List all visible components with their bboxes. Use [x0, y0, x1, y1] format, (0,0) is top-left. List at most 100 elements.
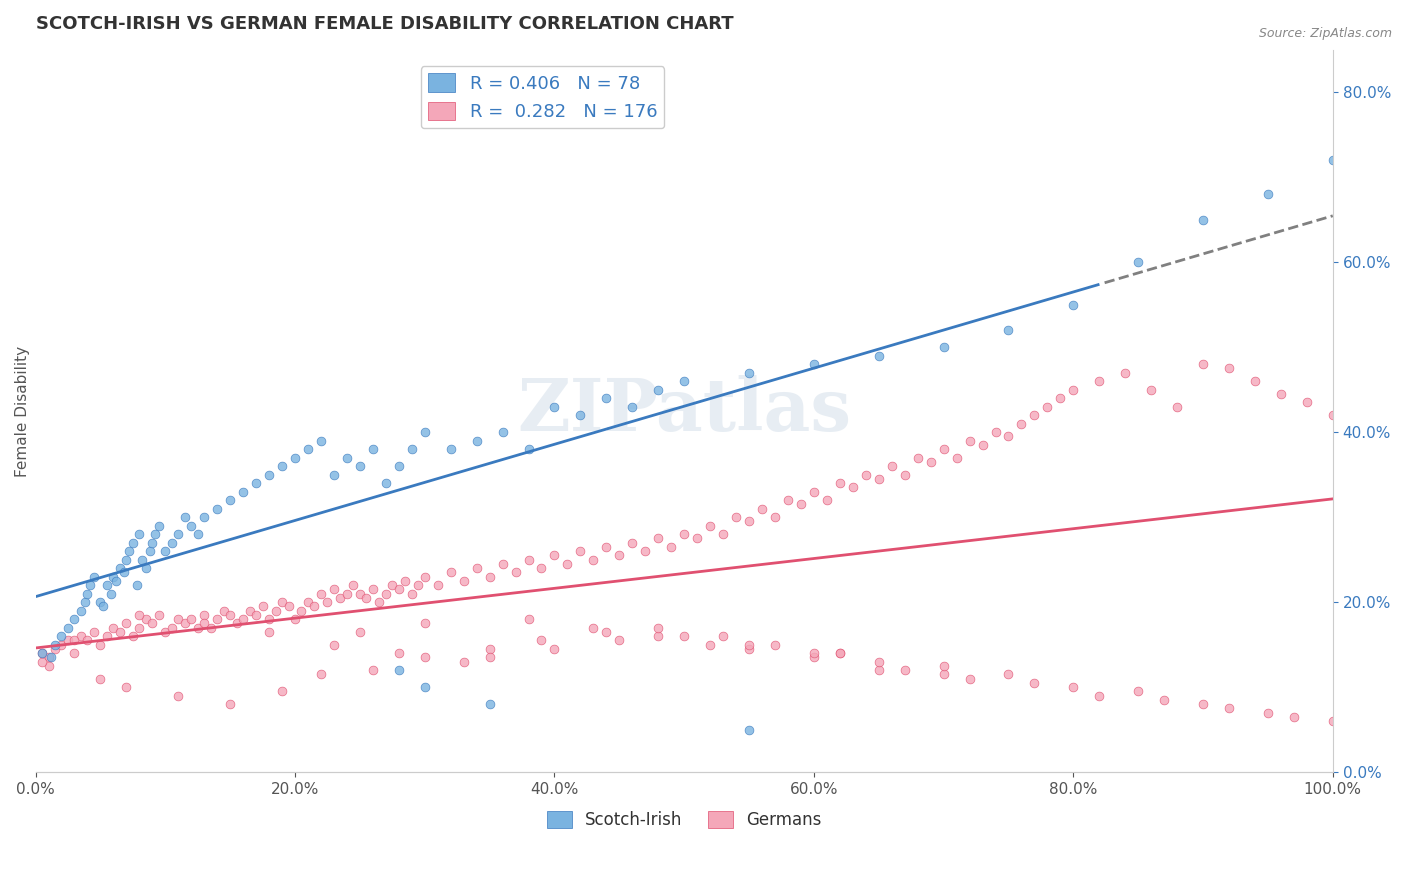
Germans [257, 612, 280, 626]
Germans [1244, 374, 1267, 388]
Germans [1218, 361, 1240, 376]
Germans [517, 552, 540, 566]
Germans [1322, 408, 1344, 422]
Germans [297, 595, 319, 609]
Germans [763, 510, 786, 524]
Scotch-Irish [135, 561, 157, 575]
Germans [31, 646, 53, 660]
Germans [115, 616, 138, 631]
Y-axis label: Female Disability: Female Disability [15, 345, 30, 476]
Germans [219, 697, 242, 711]
Germans [478, 569, 501, 583]
Scotch-Irish [284, 450, 307, 465]
Scotch-Irish [219, 493, 242, 508]
Scotch-Irish [440, 442, 463, 457]
Germans [893, 467, 915, 482]
Germans [699, 518, 721, 533]
Germans [634, 544, 657, 558]
Germans [1270, 387, 1292, 401]
Scotch-Irish [79, 578, 101, 592]
Germans [349, 624, 371, 639]
Germans [738, 638, 761, 652]
Germans [368, 595, 391, 609]
Germans [148, 607, 170, 622]
Scotch-Irish [569, 408, 592, 422]
Germans [725, 510, 748, 524]
Scotch-Irish [89, 595, 111, 609]
Scotch-Irish [76, 586, 98, 600]
Germans [763, 638, 786, 652]
Scotch-Irish [205, 501, 228, 516]
Germans [83, 624, 105, 639]
Germans [205, 612, 228, 626]
Germans [1166, 400, 1188, 414]
Germans [868, 472, 890, 486]
Scotch-Irish [413, 425, 436, 440]
Germans [388, 646, 411, 660]
Legend: Scotch-Irish, Germans: Scotch-Irish, Germans [540, 805, 828, 836]
Germans [790, 497, 813, 511]
Germans [932, 658, 955, 673]
Scotch-Irish [128, 527, 150, 541]
Scotch-Irish [388, 663, 411, 677]
Scotch-Irish [336, 450, 359, 465]
Germans [394, 574, 416, 588]
Scotch-Irish [932, 340, 955, 354]
Germans [401, 586, 423, 600]
Germans [738, 641, 761, 656]
Germans [673, 629, 696, 643]
Scotch-Irish [388, 459, 411, 474]
Germans [607, 549, 630, 563]
Scotch-Irish [187, 527, 209, 541]
Germans [932, 442, 955, 457]
Scotch-Irish [51, 629, 73, 643]
Scotch-Irish [141, 535, 163, 549]
Germans [997, 429, 1019, 443]
Germans [828, 476, 851, 491]
Germans [465, 561, 488, 575]
Scotch-Irish [100, 586, 122, 600]
Germans [1088, 689, 1111, 703]
Germans [453, 574, 475, 588]
Germans [349, 586, 371, 600]
Germans [803, 484, 825, 499]
Scotch-Irish [413, 680, 436, 694]
Germans [647, 629, 669, 643]
Germans [38, 658, 60, 673]
Germans [121, 629, 143, 643]
Scotch-Irish [167, 527, 190, 541]
Germans [842, 480, 865, 494]
Germans [44, 641, 66, 656]
Scotch-Irish [491, 425, 513, 440]
Germans [374, 586, 396, 600]
Germans [711, 527, 734, 541]
Germans [51, 638, 73, 652]
Germans [1036, 400, 1059, 414]
Germans [1192, 357, 1215, 371]
Germans [1088, 374, 1111, 388]
Germans [1257, 706, 1279, 720]
Germans [932, 667, 955, 681]
Germans [290, 604, 312, 618]
Scotch-Irish [868, 349, 890, 363]
Scotch-Irish [543, 400, 565, 414]
Germans [673, 527, 696, 541]
Scotch-Irish [180, 518, 202, 533]
Germans [128, 607, 150, 622]
Germans [173, 616, 195, 631]
Germans [264, 604, 287, 618]
Germans [135, 612, 157, 626]
Scotch-Irish [118, 544, 141, 558]
Germans [868, 655, 890, 669]
Germans [316, 595, 339, 609]
Scotch-Irish [160, 535, 183, 549]
Germans [141, 616, 163, 631]
Germans [1049, 391, 1071, 405]
Germans [868, 663, 890, 677]
Scotch-Irish [232, 484, 254, 499]
Scotch-Irish [39, 650, 62, 665]
Germans [322, 582, 344, 597]
Germans [245, 607, 267, 622]
Scotch-Irish [138, 544, 160, 558]
Scotch-Irish [309, 434, 332, 448]
